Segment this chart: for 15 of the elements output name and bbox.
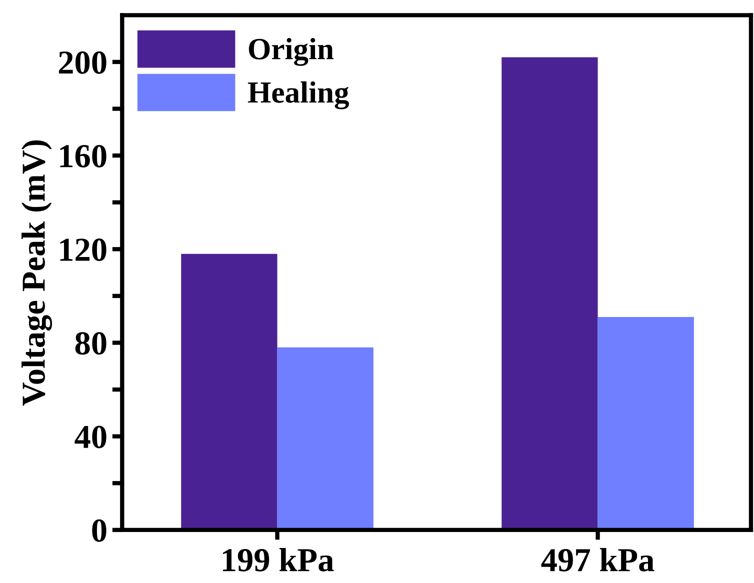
bar: [502, 57, 598, 530]
x-tick-label: 199 kPa: [223, 548, 334, 572]
legend-label: Origin: [248, 38, 334, 66]
y-tick-label: 80: [75, 332, 106, 355]
bar: [181, 254, 278, 530]
legend-label: Healing: [248, 81, 349, 110]
x-tick-label: 497 kPa: [541, 548, 654, 572]
y-tick-label: 160: [60, 144, 106, 168]
y-tick-label: 40: [74, 426, 106, 448]
y-tick-label: 120: [60, 238, 106, 262]
y-tick-label: 0: [92, 519, 106, 542]
bar: [598, 317, 694, 530]
y-tick-label: 200: [58, 51, 106, 74]
bar: [277, 347, 374, 530]
y-axis-title: Voltage Peak (mV): [22, 140, 52, 406]
